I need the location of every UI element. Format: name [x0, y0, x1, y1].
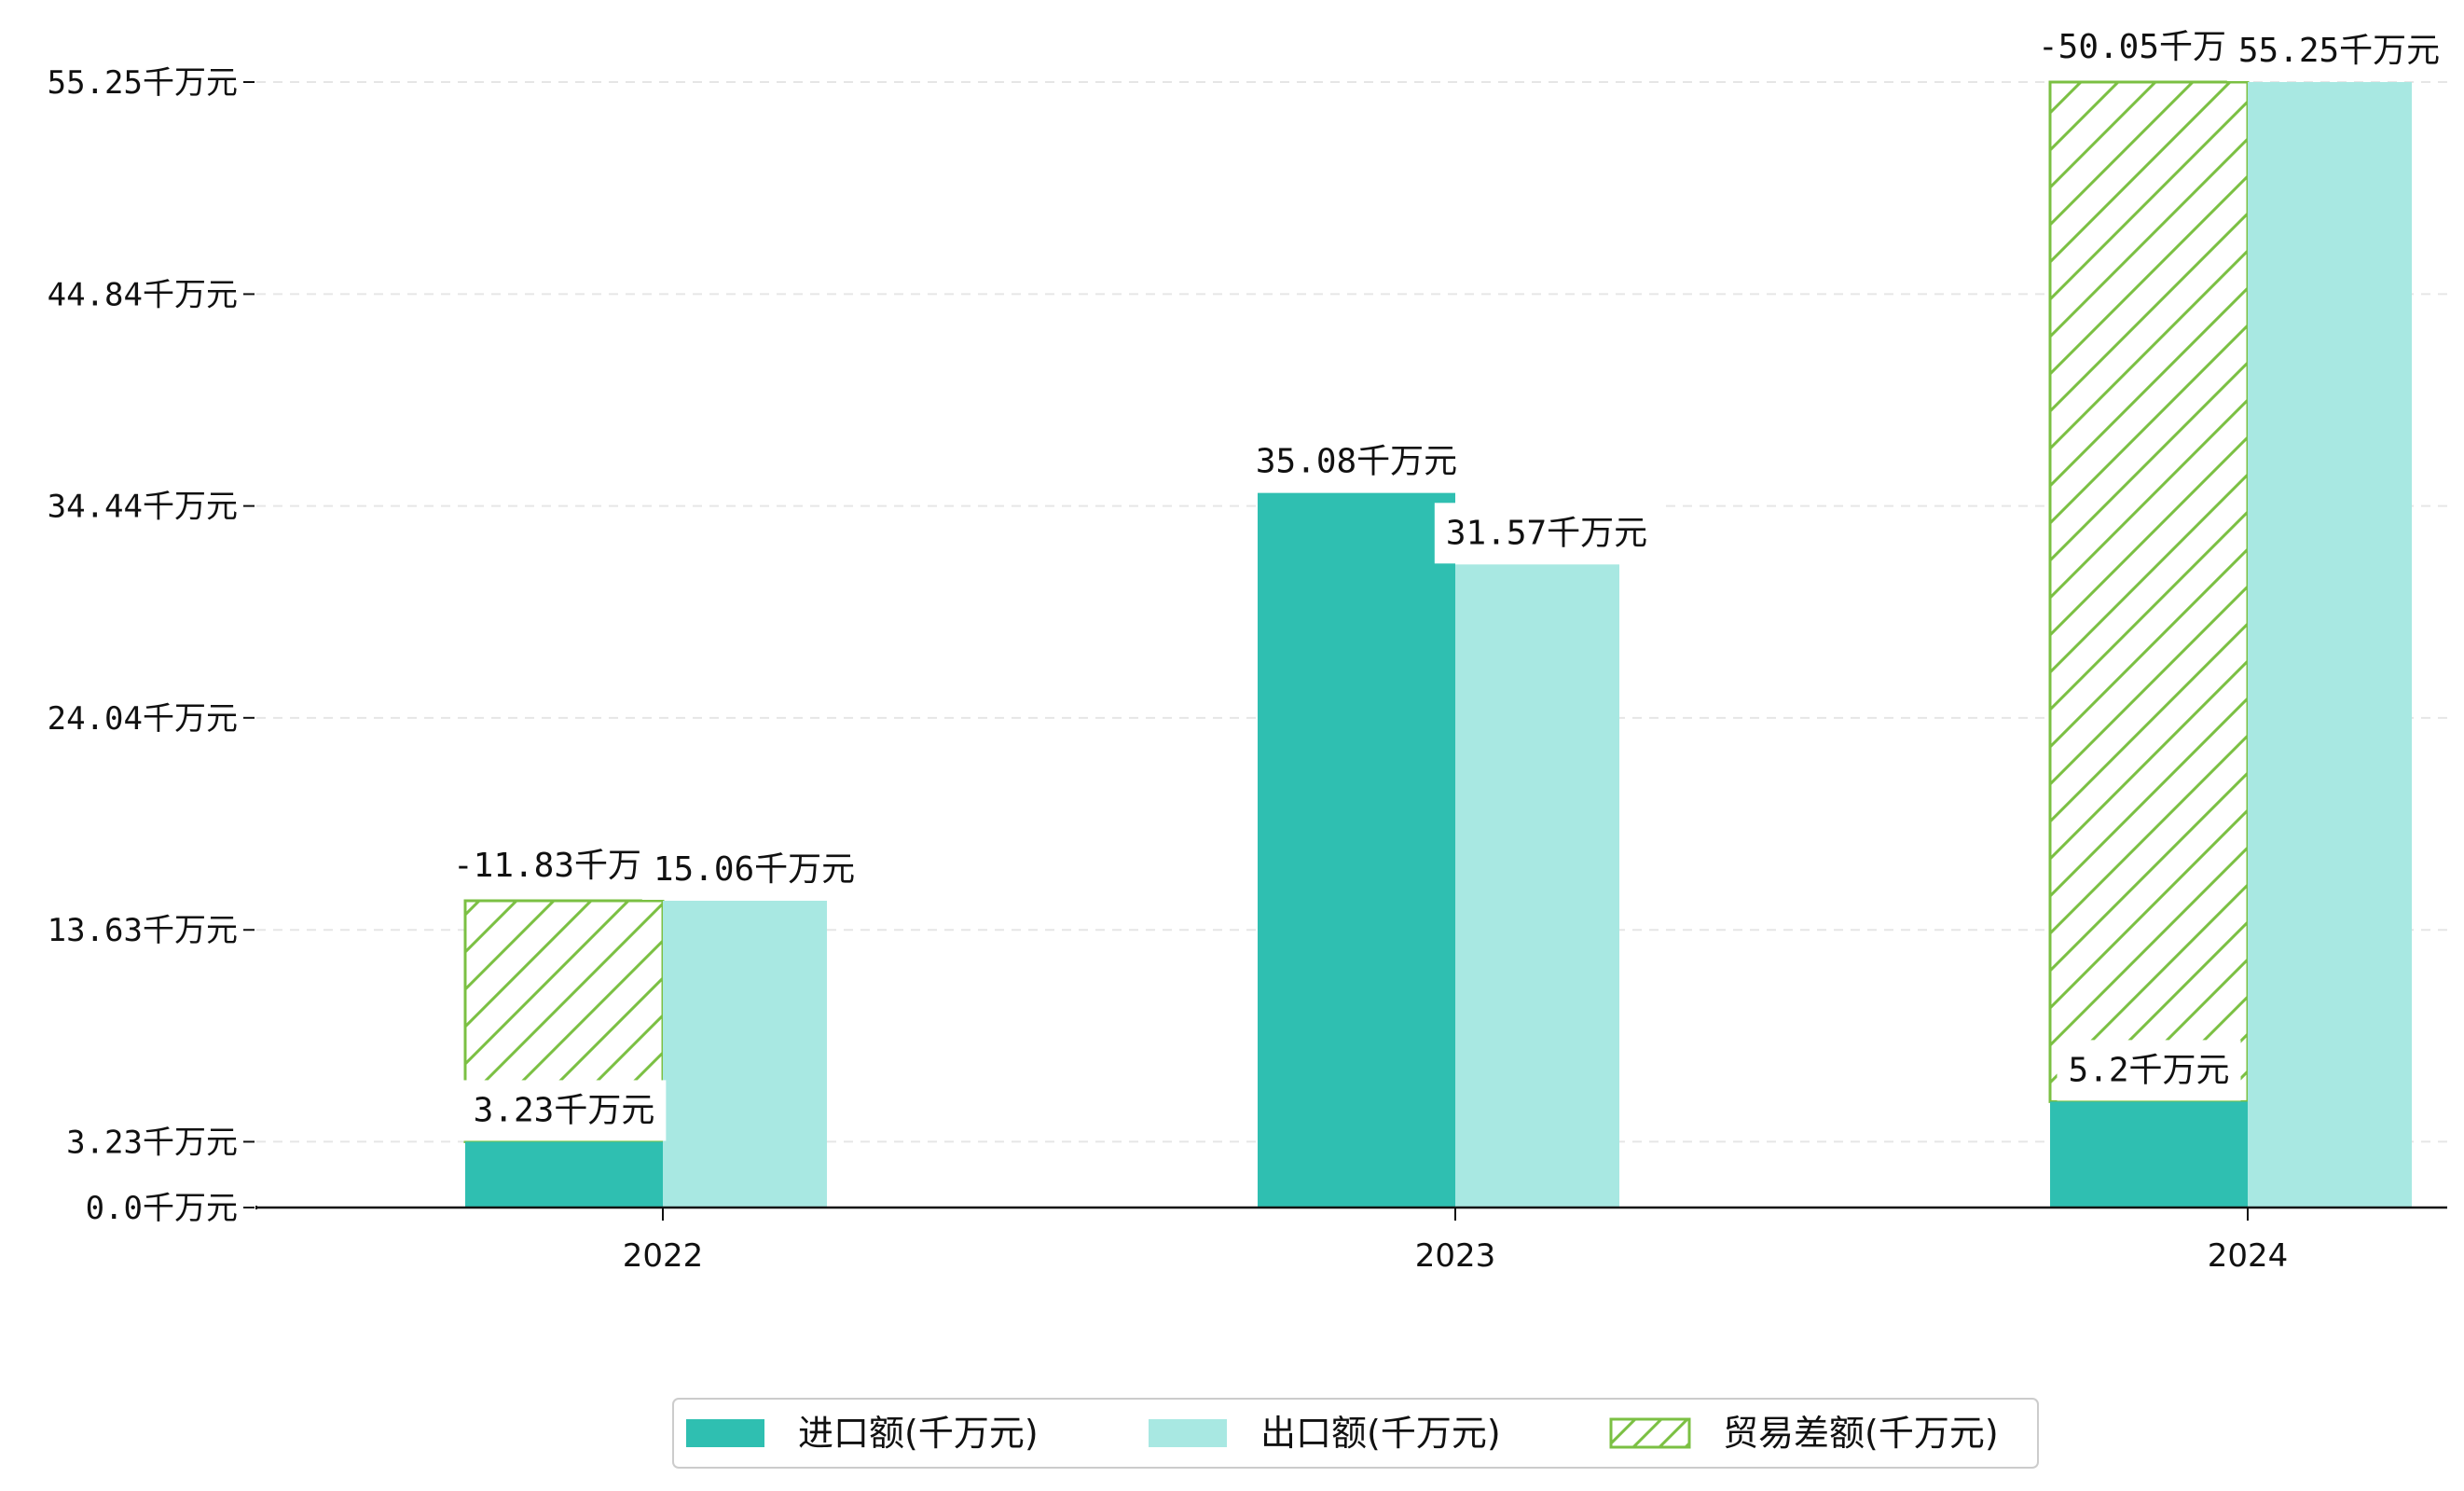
data-label-import: 35.08千万元 [1256, 443, 1457, 481]
x-tick-label: 2022 [623, 1237, 704, 1275]
bar-export [1455, 564, 1619, 1208]
y-tick-label: 55.25千万元 [48, 64, 238, 102]
data-label-export-bg [641, 838, 867, 900]
y-tick-label: 13.63千万元 [48, 912, 238, 949]
bar-import [2050, 1101, 2248, 1208]
y-tick-label: 3.23千万元 [66, 1124, 238, 1161]
legend: 进口额(千万元) 出口额(千万元) 贸易差额(千万元) [672, 1398, 2039, 1469]
axes: 0.0千万元 3.23千万元 13.63千万元 24.04千万元 34.44千万元 44.… [48, 64, 2447, 1275]
bar-import [1258, 492, 1455, 1208]
data-label-import: 5.2千万元 [2068, 1051, 2229, 1089]
legend-import[interactable]: 进口额(千万元) [686, 1413, 1039, 1454]
y-tick-label: 24.04千万元 [48, 700, 238, 738]
bar-export [663, 900, 827, 1208]
bar-balance [2048, 80, 2250, 1103]
data-label-export: 55.25千万元 [2238, 32, 2440, 70]
legend-balance-label: 贸易差额(千万元) [1723, 1413, 1999, 1454]
data-label-balance: -11.83千万元 [453, 847, 675, 885]
legend-import-label: 进口额(千万元) [798, 1413, 1039, 1454]
x-tick-label: 2024 [2208, 1237, 2289, 1275]
data-label-export-bg [2226, 21, 2452, 81]
legend-export-swatch [1149, 1419, 1227, 1447]
data-label-import-bg [2057, 1040, 2241, 1101]
legend-export[interactable]: 出口额(千万元) [1149, 1413, 1501, 1454]
x-tick-label: 2023 [1415, 1237, 1496, 1275]
bars [463, 80, 2412, 1208]
bar-import [465, 1141, 663, 1208]
bar-export [2248, 82, 2412, 1208]
legend-import-swatch [686, 1419, 764, 1447]
data-label-import-bg [461, 1080, 667, 1141]
data-label-export: 31.57千万元 [1446, 514, 1647, 552]
legend-balance[interactable]: 贸易差额(千万元) [1609, 1413, 1999, 1454]
data-label-import: 3.23千万元 [474, 1091, 655, 1129]
legend-balance-swatch [1609, 1417, 1691, 1449]
data-label-export-bg [1434, 503, 1659, 564]
legend-export-label: 出口额(千万元) [1260, 1413, 1501, 1454]
data-label-import-bg [1244, 431, 1469, 492]
data-label-export: 15.06千万元 [654, 850, 855, 889]
legend-frame [672, 1398, 2039, 1469]
data-label-balance: -50.05千万元 [2038, 28, 2260, 66]
y-tick-label: 34.44千万元 [48, 489, 238, 526]
y-tick-label: 44.84千万元 [48, 276, 238, 313]
y-tick-label: 0.0千万元 [86, 1190, 238, 1227]
